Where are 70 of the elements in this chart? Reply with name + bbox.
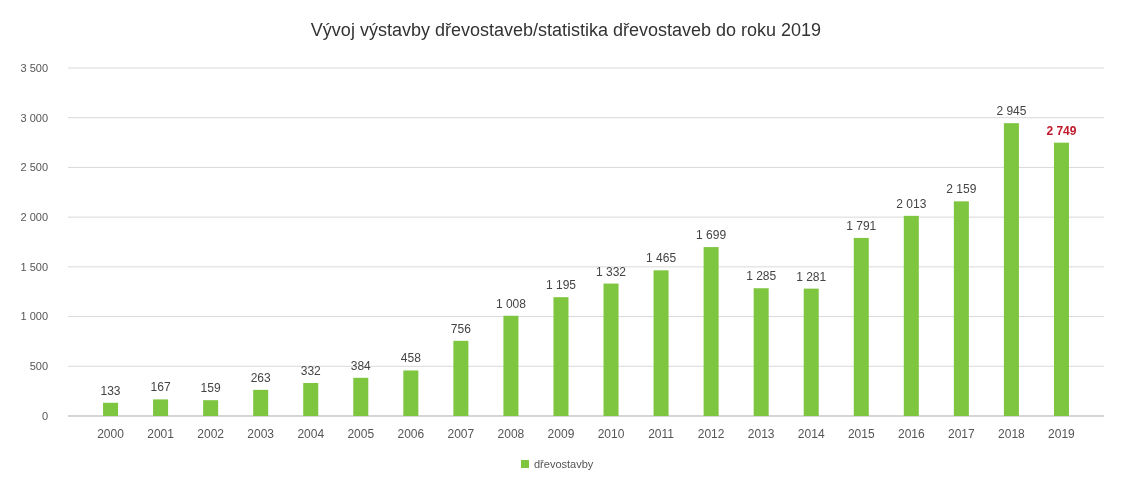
y-tick-label: 2 500 [20, 161, 48, 174]
bar [953, 201, 969, 416]
y-tick-label: 0 [41, 409, 48, 422]
bar [753, 288, 769, 416]
data-label: 384 [350, 358, 372, 373]
data-label: 2 159 [946, 182, 977, 197]
x-tick-label: 2007 [447, 427, 475, 441]
bar [453, 340, 469, 416]
data-label: 159 [200, 381, 221, 396]
data-label: 1 285 [746, 269, 777, 284]
x-tick-label: 2003 [247, 427, 275, 441]
y-tick-label: 3 000 [20, 111, 48, 124]
data-label: 263 [250, 370, 272, 385]
bar [903, 215, 919, 416]
data-label: 133 [100, 383, 121, 398]
x-tick-label: 2010 [597, 427, 625, 441]
bar [503, 315, 519, 416]
x-tick-label: 2013 [747, 427, 775, 441]
bar [353, 377, 369, 416]
data-label: 1 008 [495, 296, 527, 311]
x-tick-label: 2018 [998, 427, 1026, 441]
bar [653, 270, 669, 416]
x-tick-label: 2005 [347, 427, 375, 441]
x-tick-label: 2016 [897, 427, 925, 441]
bar [153, 399, 169, 416]
bar [403, 370, 419, 416]
data-label: 2 749 [1046, 123, 1077, 138]
y-tick-label: 3 500 [20, 61, 48, 74]
x-tick-label: 2000 [97, 427, 125, 441]
x-tick-label: 2019 [1048, 427, 1076, 441]
data-label: 1 791 [846, 218, 877, 233]
y-tick-label: 500 [29, 360, 48, 373]
y-tick-label: 1 000 [20, 310, 48, 323]
x-tick-label: 2002 [197, 427, 225, 441]
x-tick-label: 2015 [847, 427, 875, 441]
data-label: 458 [400, 351, 422, 366]
bar [1003, 123, 1019, 416]
bar [553, 297, 569, 416]
x-tick-label: 2008 [497, 427, 525, 441]
x-tick-label: 2006 [397, 427, 425, 441]
data-label: 756 [450, 321, 472, 336]
y-tick-label: 1 500 [20, 260, 48, 273]
bar [603, 283, 619, 416]
x-tick-label: 2004 [297, 427, 325, 441]
data-label: 1 195 [545, 278, 577, 293]
x-tick-label: 2012 [697, 427, 725, 441]
data-label: 167 [150, 380, 171, 395]
chart-title: Vývoj výstavby dřevostaveb/statistika dřevostaveb do roku 2019 [310, 20, 822, 40]
x-tick-label: 2017 [948, 427, 976, 441]
bar [303, 382, 319, 416]
bar [1053, 142, 1069, 416]
legend-label: dřevostavby [534, 457, 594, 470]
bar [703, 247, 719, 416]
bar [103, 402, 119, 416]
bar [803, 288, 819, 416]
data-label: 1 699 [696, 228, 727, 243]
data-label: 1 465 [646, 251, 677, 266]
bar [203, 400, 219, 416]
bar [253, 389, 269, 416]
x-tick-label: 2014 [797, 427, 825, 441]
data-label: 2 945 [996, 104, 1027, 119]
data-label: 1 332 [596, 264, 627, 279]
data-label: 1 281 [796, 269, 827, 284]
x-tick-label: 2011 [648, 427, 675, 441]
data-label: 332 [300, 363, 322, 378]
x-tick-label: 2009 [547, 427, 575, 441]
y-tick-label: 2 000 [20, 210, 48, 223]
data-label: 2 013 [896, 196, 927, 211]
x-tick-label: 2001 [147, 427, 175, 441]
bar [853, 237, 869, 416]
